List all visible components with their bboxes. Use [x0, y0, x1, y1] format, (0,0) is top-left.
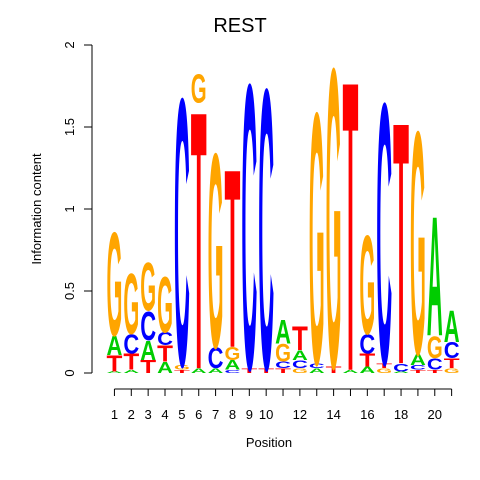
logo-letter-a: A: [275, 314, 291, 352]
logo-letter-c: C: [140, 303, 156, 349]
logo-letter-c: C: [444, 338, 460, 363]
logo-letter-g: G: [410, 64, 426, 421]
logo-letter-c: C: [359, 330, 375, 360]
x-tick-label: 12: [293, 407, 307, 422]
logo-letter-t: T: [225, 117, 241, 401]
y-tick-label: 1.5: [62, 118, 77, 136]
y-tick-label: 2: [62, 41, 77, 48]
logo-letter-g: G: [157, 261, 173, 350]
logo-letter-g: G: [359, 208, 375, 365]
x-tick-label: 18: [394, 407, 408, 422]
logo-letter-c: C: [241, 1, 257, 456]
logo-letter-a: A: [393, 371, 409, 373]
x-tick-label: 4: [161, 407, 168, 422]
y-tick-label: 0.5: [62, 282, 77, 300]
x-tick-label: 6: [195, 407, 202, 422]
logo-letter-c: C: [427, 356, 443, 373]
x-tick-label: 8: [229, 407, 236, 422]
logo-letter-g: G: [444, 367, 460, 375]
logo-letter-t: T: [359, 350, 375, 370]
logo-letter-t: T: [292, 321, 308, 358]
x-tick-label: 14: [326, 407, 340, 422]
logo-letter-t: T: [140, 357, 156, 377]
logo-letter-a: A: [157, 360, 173, 377]
x-axis-label: Position: [246, 435, 292, 450]
x-tick-label: 3: [145, 407, 152, 422]
logo-letter-t: T: [393, 51, 409, 437]
logo-letter-a: A: [140, 337, 156, 367]
logo-letter-g: G: [140, 248, 156, 325]
logo-letter-t: T: [107, 352, 123, 377]
logo-letter-a: A: [410, 352, 426, 369]
logo-letter-c: C: [123, 330, 139, 360]
logo-letter-t: T: [326, 365, 342, 375]
x-tick-label: 9: [246, 407, 253, 422]
logo-letter-t: T: [258, 367, 274, 375]
y-axis: 0 0.5 1 1.5 2: [62, 41, 93, 377]
x-tick-label: 5: [178, 407, 185, 422]
logo-letter-c: C: [410, 364, 426, 372]
logo-letter-a: A: [191, 367, 207, 375]
logo-letter-t: T: [427, 369, 444, 374]
logo-letter-c: C: [393, 361, 409, 374]
chart-title: REST: [213, 15, 266, 37]
logo-letter-c: C: [275, 360, 291, 370]
logo-letter-a: A: [359, 365, 375, 375]
x-tick-label: 16: [360, 407, 374, 422]
x-tick-label: 1: [111, 407, 118, 422]
logo-letter-a: A: [208, 367, 224, 375]
logo-letter-a: A: [309, 367, 325, 375]
y-tick-label: 0: [62, 369, 77, 376]
logo-letter-g: G: [174, 364, 190, 372]
logo-letter-t: T: [174, 369, 191, 374]
logo-letter-c: C: [174, 20, 190, 446]
logo-letter-t: T: [410, 369, 427, 374]
logo-letter-c: C: [376, 26, 392, 444]
logo-letter-t: T: [191, 35, 207, 447]
x-tick-label: 2: [128, 407, 135, 422]
logo-letter-c: C: [208, 341, 224, 375]
logo-letter-g: G: [275, 338, 291, 367]
logo-letter-t: T: [241, 367, 257, 375]
y-tick-label: 1: [62, 205, 77, 212]
logo-letter-g: G: [208, 96, 224, 406]
logo-letter-a: A: [123, 369, 140, 374]
logo-letter-t: T: [157, 342, 173, 367]
logo-letter-g: G: [292, 367, 308, 375]
logo-letter-c: C: [292, 358, 308, 371]
logo-letter-a: A: [427, 181, 443, 372]
x-tick-label: 10: [259, 407, 273, 422]
logo-letter-t: T: [275, 367, 291, 375]
logo-letter-a: A: [107, 371, 123, 373]
logo-letter-a: A: [225, 357, 241, 373]
logo-letter-g: G: [326, 0, 342, 458]
logo-letter-c: C: [157, 330, 173, 350]
x-tick-label: 7: [212, 407, 219, 422]
logo-letter-t: T: [123, 350, 139, 375]
logo-letter-c: C: [225, 369, 242, 374]
logo-letter-t: T: [444, 356, 460, 371]
logo-letter-g: G: [376, 367, 392, 375]
x-tick-label: 20: [428, 407, 442, 422]
logo-letter-g: G: [123, 257, 139, 353]
logo-letter-g: G: [107, 202, 123, 367]
logo-letter-g: G: [191, 66, 207, 112]
logo-letter-g: G: [225, 345, 241, 365]
logo-letter-c: C: [309, 362, 325, 370]
logo-letter-g: G: [427, 330, 443, 366]
x-axis: 1 2 3 4 5 6 7 8 9 10 12 14 16 18 20: [111, 388, 453, 422]
logo-letter-g: G: [309, 38, 325, 440]
logo-letter-t: T: [343, 0, 359, 459]
logo-letter-t: T: [376, 362, 392, 370]
y-axis-label: Information content: [29, 153, 44, 265]
logo-letter-a: A: [292, 347, 308, 363]
logo-letter-a: A: [107, 332, 123, 362]
logo-letter-a: A: [343, 369, 360, 374]
logo-letter-c: C: [258, 7, 274, 455]
logo-letter-a: A: [444, 301, 460, 352]
